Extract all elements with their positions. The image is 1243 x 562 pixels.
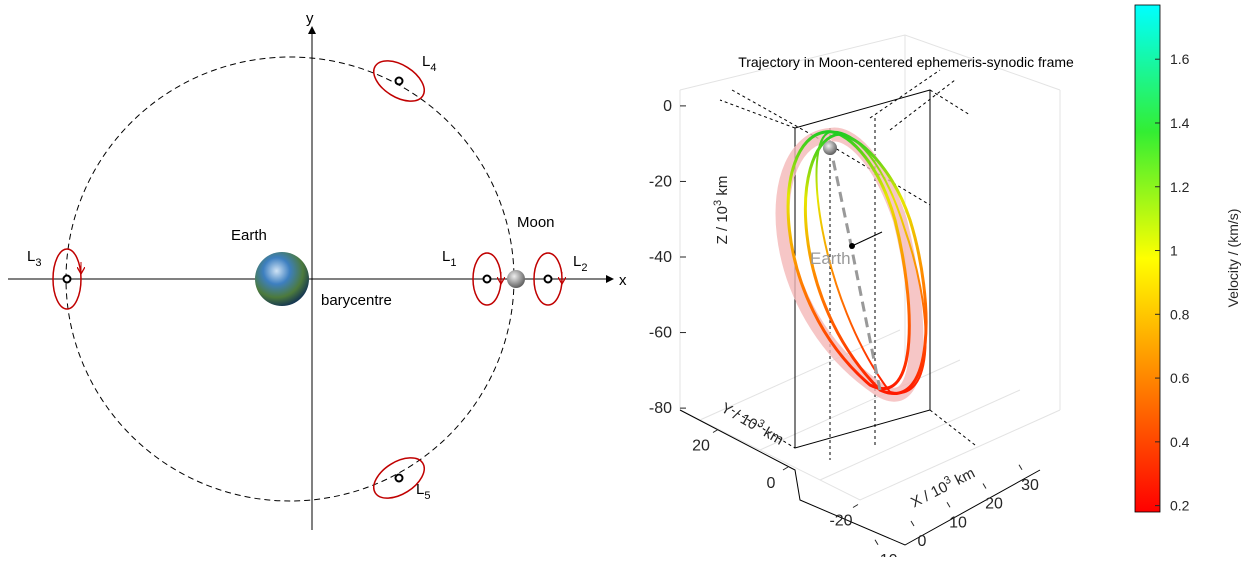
x-tick — [947, 502, 950, 507]
trajectory-plot: Earth Trajectory in Moon-centered epheme… — [649, 35, 1074, 557]
label-text: X / 10 — [908, 478, 951, 511]
x-tick-label: 30 — [1021, 477, 1039, 494]
point-label: L2 — [573, 253, 587, 274]
y-tick — [853, 505, 858, 508]
box-grid — [680, 35, 1060, 500]
moon-label: Moon — [517, 214, 555, 231]
point-letter: L — [422, 53, 430, 70]
colorbar-tick-label: 0.4 — [1170, 434, 1190, 450]
lagrange-point — [484, 276, 491, 283]
label-text: Z / 10 — [714, 206, 731, 244]
z-tick-label: -40 — [649, 249, 672, 266]
lagrange-point — [396, 475, 403, 482]
colorbar-tick-label: 0.8 — [1170, 306, 1190, 322]
lagrange-point — [396, 78, 403, 85]
lagrange-point — [64, 276, 71, 283]
colorbar-tick-label: 0.2 — [1170, 498, 1190, 514]
point-letter: L — [442, 248, 450, 265]
colorbar: Velocity / (km/s) 0.2 0.4 0.6 0.8 1 1.2 1.4 1.6 — [1135, 5, 1241, 514]
x-label: x — [619, 272, 627, 289]
lagrange-point — [545, 276, 552, 283]
barycentre-label: barycentre — [321, 292, 392, 309]
x-tick — [1019, 465, 1022, 470]
y-tick-label: 20 — [692, 438, 710, 455]
y-tick — [713, 430, 718, 433]
x-tick-label: 0 — [918, 533, 927, 550]
colorbar-tick-label: 1.2 — [1170, 179, 1190, 195]
y-label: y — [306, 10, 314, 27]
z-axis-label: Z / 103 km — [712, 176, 731, 245]
earth-label: Earth — [231, 227, 267, 244]
point-label: L4 — [422, 53, 436, 74]
x-tick-label: 20 — [985, 496, 1003, 513]
point-letter: L — [573, 253, 581, 270]
z-tick-label: 0 — [663, 98, 672, 115]
point-index: 1 — [450, 257, 456, 269]
point-index: 3 — [35, 257, 41, 269]
point-index: 5 — [424, 490, 430, 502]
label-text: Y / 10 — [718, 399, 760, 433]
x-tick — [875, 540, 878, 545]
z-tick-label: -20 — [649, 173, 672, 190]
figure: x y Earth barycentre Moon L1 L2 L3 L4 L5 — [0, 0, 1243, 557]
x-tick — [983, 484, 986, 489]
plot-title: Trajectory in Moon-centered ephemeris-sy… — [738, 54, 1074, 70]
y-tick-label: 0 — [767, 475, 776, 492]
y-tick-label: -20 — [829, 513, 852, 530]
earth-pointer — [852, 232, 882, 246]
point-label: L3 — [27, 248, 41, 269]
y-tick — [783, 467, 788, 470]
earth — [255, 252, 309, 306]
point-letter: L — [416, 481, 424, 498]
colorbar-scale — [1135, 5, 1160, 512]
point-label: L1 — [442, 248, 456, 269]
x-tick — [911, 521, 914, 526]
label-unit: km — [949, 465, 978, 491]
z-tick-label: -80 — [649, 400, 672, 417]
moon — [507, 270, 525, 288]
lagrange-diagram: x y Earth barycentre Moon L1 L2 L3 L4 L5 — [8, 10, 627, 530]
point-index: 4 — [430, 62, 436, 74]
colorbar-label: Velocity / (km/s) — [1225, 209, 1241, 308]
colorbar-tick-label: 0.6 — [1170, 370, 1190, 386]
x-tick-label: 10 — [949, 514, 967, 531]
x-axis-label: X / 103 km — [907, 463, 978, 511]
point-index: 2 — [581, 262, 587, 274]
colorbar-tick-label: 1.6 — [1170, 51, 1190, 67]
point-letter: L — [27, 248, 35, 265]
label-unit: km — [714, 176, 731, 200]
colorbar-tick-label: 1.4 — [1170, 115, 1190, 131]
y-axis-label: Y / 103 km — [718, 398, 787, 449]
moon — [823, 141, 837, 155]
earth-label: Earth — [810, 249, 851, 268]
point-label: L5 — [416, 481, 430, 502]
colorbar-tick-label: 1 — [1170, 243, 1178, 259]
z-tick-label: -60 — [649, 325, 672, 342]
x-tick-label: -10 — [874, 552, 897, 557]
